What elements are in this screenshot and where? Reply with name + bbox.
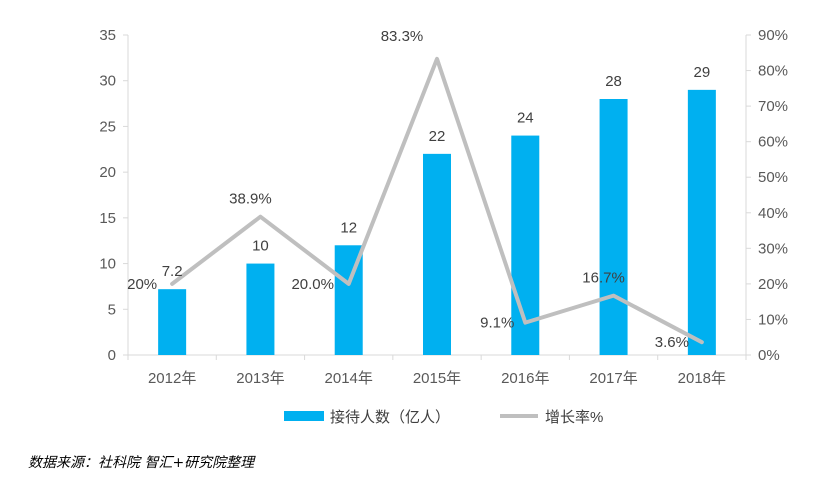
- x-tick-label: 2017年: [589, 370, 637, 387]
- bar: [158, 289, 187, 355]
- y-left-tick-label: 5: [108, 301, 116, 318]
- axes: 0 5 10 15 20 25 30 35 0% 10% 20% 30% 40% 50% 60% 70% 80%…: [99, 27, 788, 387]
- y-right-tick-label: 30%: [758, 240, 788, 257]
- bar-value-label: 22: [429, 128, 446, 145]
- bar-value-label: 28: [605, 73, 622, 90]
- bar: [246, 263, 275, 355]
- x-tick-label: 2013年: [236, 370, 284, 387]
- bar: [423, 153, 451, 355]
- x-tick-label: 2015年: [413, 370, 461, 387]
- line-value-label: 20.0%: [291, 276, 334, 293]
- bar-value-label: 10: [252, 238, 269, 255]
- y-left-tick-label: 0: [108, 347, 116, 364]
- data-labels: 7.2 10 12 22 24 28 29 20% 38.9% 20.0% 83.3% 9.1% 16.…: [127, 28, 710, 351]
- chart: 0 5 10 15 20 25 30 35 0% 10% 20% 30% 40% 50% 60% 70% 80%…: [99, 27, 788, 426]
- growth-rate-line: [170, 56, 704, 345]
- y-left-tick-label: 10: [99, 256, 116, 273]
- bar: [599, 99, 628, 355]
- legend-label-line: 增长率%: [545, 409, 603, 426]
- y-right-tick-label: 0%: [758, 347, 780, 364]
- y-left-tick-label: 15: [99, 210, 116, 227]
- line-value-label: 9.1%: [480, 315, 514, 332]
- line-series: [170, 56, 704, 345]
- x-tick-label: 2014年: [325, 370, 373, 387]
- bar-value-label: 7.2: [162, 263, 183, 280]
- x-tick-label: 2016年: [501, 370, 549, 387]
- line-value-label: 3.6%: [655, 334, 689, 351]
- line-value-label: 38.9%: [229, 191, 272, 208]
- line-value-label: 20%: [127, 276, 157, 293]
- y-left-tick-label: 30: [99, 73, 116, 90]
- bar-series: [158, 89, 716, 355]
- line-value-label: 83.3%: [381, 28, 424, 45]
- x-tick-label: 2018年: [678, 370, 726, 387]
- line-value-label: 16.7%: [582, 270, 625, 287]
- x-tick-label: 2012年: [148, 370, 196, 387]
- bar: [687, 89, 716, 355]
- y-left-tick-label: 25: [99, 118, 116, 135]
- legend: 接待人数（亿人） 增长率%: [284, 409, 603, 426]
- y-right-tick-label: 80%: [758, 63, 788, 80]
- source-note: 数据来源：社科院 智汇+研究院整理: [28, 455, 255, 471]
- y-right-tick-label: 40%: [758, 205, 788, 222]
- y-right-tick-label: 10%: [758, 311, 788, 328]
- legend-label-bar: 接待人数（亿人）: [330, 409, 450, 426]
- y-right-tick-label: 50%: [758, 169, 788, 186]
- bar-value-label: 29: [694, 64, 711, 81]
- legend-swatch-bar: [284, 411, 324, 421]
- y-left-tick-label: 35: [99, 27, 116, 44]
- y-right-tick-label: 90%: [758, 27, 788, 44]
- bar-value-label: 12: [340, 219, 357, 236]
- y-right-tick-label: 60%: [758, 134, 788, 151]
- bar-value-label: 24: [517, 110, 534, 127]
- y-right-tick-label: 20%: [758, 276, 788, 293]
- y-right-tick-label: 70%: [758, 98, 788, 115]
- y-left-tick-label: 20: [99, 164, 116, 181]
